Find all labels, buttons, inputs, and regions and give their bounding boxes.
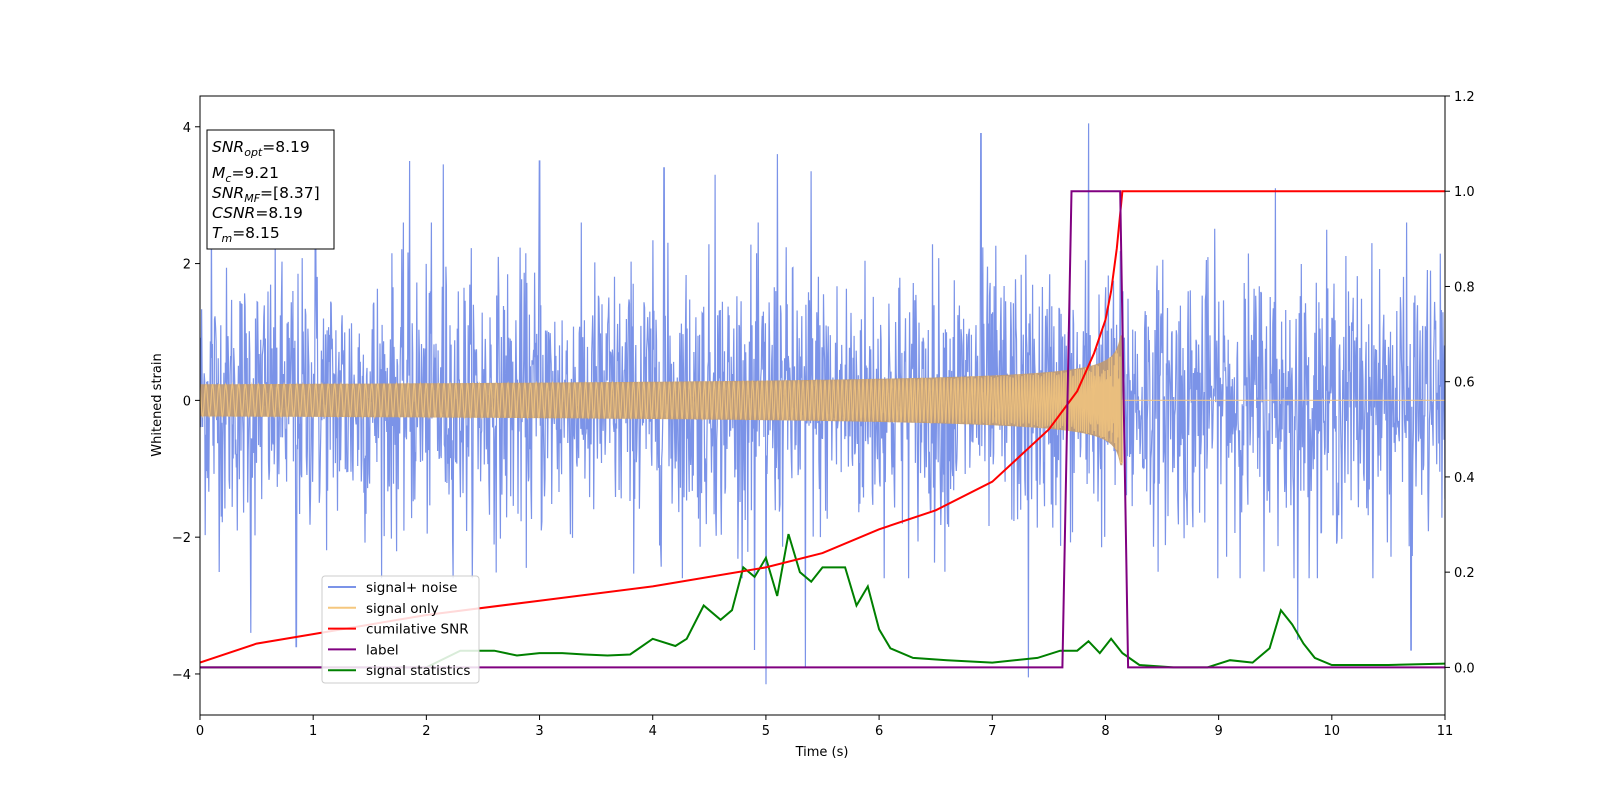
legend-label: cumilative SNR bbox=[366, 622, 469, 638]
x-tick-label: 8 bbox=[1101, 724, 1109, 739]
signal-only-envelope bbox=[200, 335, 1123, 466]
x-tick-label: 6 bbox=[875, 724, 883, 739]
legend-label: label bbox=[366, 642, 399, 658]
y2-tick-label: 0.2 bbox=[1454, 566, 1475, 581]
y2-tick-label: 1.2 bbox=[1454, 90, 1475, 105]
y-axis-label: Whitened strain bbox=[150, 353, 165, 456]
x-tick-label: 5 bbox=[762, 724, 770, 739]
x-tick-label: 7 bbox=[988, 724, 996, 739]
y2-tick-label: 0.6 bbox=[1454, 376, 1475, 391]
x-tick-label: 4 bbox=[649, 724, 657, 739]
info-line: Mc=9.21 bbox=[212, 164, 279, 185]
signal-statistics-line bbox=[200, 533, 1445, 669]
y-axis-right: 0.0 0.2 0.4 0.6 0.8 1.0 1.2 bbox=[1445, 90, 1475, 676]
x-axis-label: Time (s) bbox=[795, 745, 849, 760]
plot-frame bbox=[199, 95, 1446, 716]
info-line: CSNR=8.19 bbox=[212, 204, 303, 222]
y-tick-label: 0 bbox=[183, 394, 191, 409]
info-line: Tm=8.15 bbox=[212, 224, 280, 245]
signal-only-line bbox=[200, 350, 1445, 464]
legend-label: signal only bbox=[366, 601, 439, 617]
y-tick-label: 4 bbox=[183, 121, 191, 136]
y-tick-label: −4 bbox=[172, 668, 191, 683]
x-tick-label: 1 bbox=[309, 724, 317, 739]
y-axis-left: −4 −2 0 2 4 bbox=[172, 121, 200, 683]
legend-frame bbox=[321, 575, 480, 684]
y-tick-label: −2 bbox=[172, 531, 191, 546]
x-tick-label: 10 bbox=[1324, 724, 1341, 739]
legend: signal+ noise signal only cumilative SNR la… bbox=[321, 575, 480, 684]
x-tick-label: 2 bbox=[422, 724, 430, 739]
info-line: SNRopt=8.19 bbox=[212, 138, 310, 159]
legend-label: signal+ noise bbox=[366, 580, 457, 596]
x-tick-label: 9 bbox=[1214, 724, 1222, 739]
y2-tick-label: 0.8 bbox=[1454, 280, 1475, 295]
info-box-frame bbox=[206, 129, 335, 250]
info-line: SNRMF=[8.37] bbox=[212, 184, 320, 205]
x-axis: 0 1 2 3 4 5 6 7 8 9 10 11 bbox=[196, 715, 1453, 739]
y-tick-label: 2 bbox=[183, 258, 191, 273]
x-tick-label: 3 bbox=[535, 724, 543, 739]
label-line bbox=[200, 190, 1445, 669]
y2-tick-label: 1.0 bbox=[1454, 185, 1475, 200]
x-tick-label: 11 bbox=[1437, 724, 1454, 739]
y2-tick-label: 0.0 bbox=[1454, 661, 1475, 676]
x-tick-label: 0 bbox=[196, 724, 204, 739]
legend-label: signal statistics bbox=[366, 663, 470, 679]
y2-tick-label: 0.4 bbox=[1454, 471, 1475, 486]
